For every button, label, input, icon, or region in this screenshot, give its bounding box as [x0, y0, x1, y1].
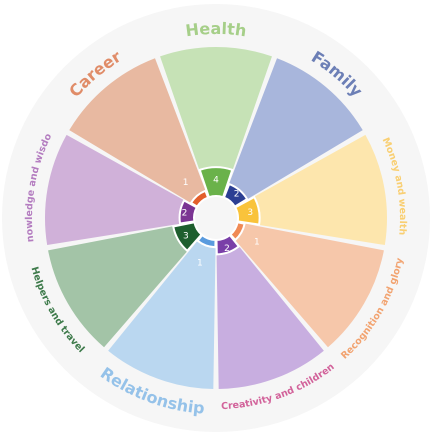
sector-knowledge-and-wisdom: [44, 134, 197, 246]
score-number-career: 1: [183, 178, 189, 188]
score-number-relationship: 1: [197, 258, 203, 268]
score-number-creativity-and-children: 2: [224, 244, 230, 254]
label-text-health: Health: [184, 19, 247, 40]
wheel-scores: [172, 166, 261, 256]
score-sector-family: [222, 182, 249, 208]
sector-recognition-and-glory: [230, 222, 384, 348]
score-sector-creativity-and-children: [215, 233, 241, 256]
label-health: Health: [184, 19, 247, 40]
score-sector-recognition-and-glory: [229, 221, 246, 242]
wheel-sectors: [44, 47, 387, 389]
score-number-helpers-and-travel: 3: [183, 231, 189, 241]
score-sector-health: [198, 166, 234, 199]
sector-creativity-and-children: [216, 235, 324, 389]
sector-money-and-wealth: [235, 134, 387, 246]
sector-career: [69, 58, 209, 207]
sector-helpers-and-travel: [48, 222, 202, 348]
sector-family: [223, 58, 363, 207]
score-sector-helpers-and-travel: [172, 221, 203, 253]
sector-relationship: [108, 235, 216, 389]
score-number-family: 2: [234, 189, 240, 199]
score-number-recognition-and-glory: 1: [254, 238, 260, 248]
score-sector-money-and-wealth: [233, 195, 261, 226]
score-sector-career: [189, 189, 210, 208]
score-sector-knowledge-and-wisdom: [178, 199, 199, 225]
score-number-health: 4: [213, 176, 219, 186]
sector-health: [160, 47, 272, 198]
score-number-knowledge-and-wisdom: 2: [182, 208, 188, 218]
score-sector-relationship: [196, 233, 217, 249]
score-number-money-and-wealth: 3: [247, 208, 253, 218]
